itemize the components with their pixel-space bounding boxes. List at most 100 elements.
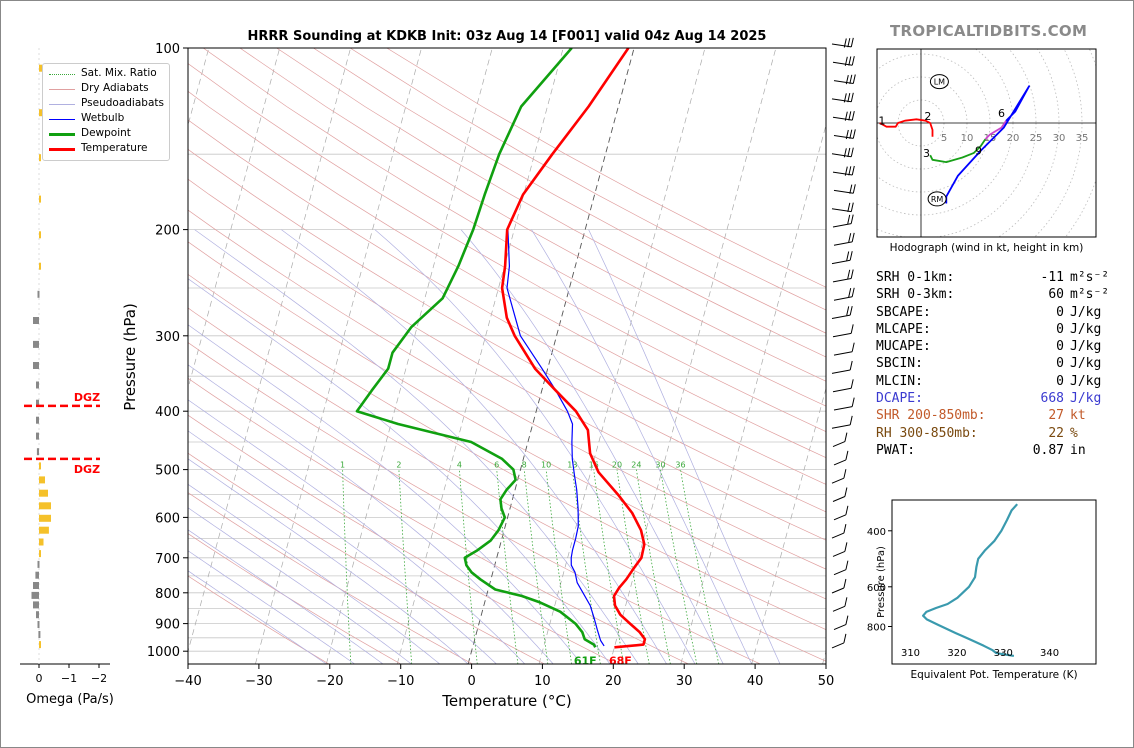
pseudoadiabat-line [460,229,724,664]
param-value: 0 [1056,356,1064,372]
wind-barb-flag [844,111,848,121]
dry-adiabat-line [202,48,826,407]
theta-x-tick-label: 340 [1040,648,1059,659]
param-sbcin: SBCIN: 0 J/kg [876,356,1106,373]
pseudoadiabat-line [588,229,781,664]
param-dcape: DCAPE: 668 J/kg [876,391,1106,408]
dry-adiabat-line [349,48,826,311]
wind-barb-flag [844,487,848,497]
omega-bar [39,476,45,484]
wind-barb-flag [850,379,854,389]
dry-adiabat-line [188,273,826,631]
omega-tick-label: −1 [61,672,77,685]
y-axis-label: Pressure (hPa) [121,303,139,411]
y-tick-label: 700 [155,552,180,567]
wind-barb-shaft [832,278,852,283]
param-label: DCAPE: [876,391,923,407]
hodo-ring-label: 30 [1053,133,1066,144]
pseudoadiabat-line [194,229,639,664]
param-shear: SHR 200-850mb: 27 kt [876,408,1106,425]
dry-adiabat-line [188,307,826,662]
omega-bar [37,290,40,298]
mixing-ratio-line [496,469,519,664]
isotherm-line [538,48,706,664]
wind-barb-flag [846,306,850,316]
dry-adiabat-line [188,119,826,485]
mixing-ratio-label: 4 [457,461,462,470]
theta-y-tick-label: 800 [867,623,886,634]
param-unit: m²s⁻² [1070,270,1110,285]
wind-barb-flag [849,305,853,316]
legend-label: Pseudoadiabats [81,97,164,109]
param-label: RH 300-850mb: [876,425,978,441]
wind-barb-flag [851,165,855,176]
skewt-plot-area: 1 2 4 6 8 10 13 16 20 24 30 36 [188,48,826,664]
temperature-profile [500,48,647,649]
wind-barb-flag [849,360,853,371]
param-label: SBCAPE: [876,304,931,320]
x-tick-label: 20 [605,674,622,689]
param-label: PWAT: [876,442,916,458]
wind-barb-flag [847,269,851,279]
mixing-ratio-line [545,469,573,664]
omega-bar [36,399,39,407]
wind-barb-shaft [831,477,845,484]
wind-barb-shaft [832,332,852,338]
legend-label: Dewpoint [81,127,131,139]
isotherm-line [188,48,281,390]
legend-label: Temperature [81,142,148,154]
pseudoadiabat-line [531,229,753,664]
wind-barb-flag [850,324,854,334]
mixing-ratio-line [398,469,413,664]
param-label: SBCIN: [876,356,923,372]
surface-temperature-label: 68F [609,654,632,667]
pseudoadiabat-line [188,507,412,664]
omega-axis-label: Omega (Pa/s) [26,692,114,707]
theta-x-tick-label: 320 [947,648,966,659]
hodo-trace [879,118,934,137]
isotherm-line [188,48,351,653]
dry-adiabat-line [188,452,545,664]
wind-barb-flag [847,147,851,158]
wind-barb-shaft [832,605,846,612]
pseudoadiabat-line [188,483,441,664]
hodo-ring-label: 10 [961,133,974,144]
x-tick-label: 10 [534,674,551,689]
omega-bar [39,64,42,72]
legend-swatch [49,148,75,151]
param-unit: J/kg [1070,321,1102,337]
wind-barb-flag [852,74,856,84]
x-tick-label: −10 [387,674,414,689]
hodo-height-label: 9 [975,145,982,158]
dry-adiabat-line [276,48,826,358]
wind-barb-flag [850,92,854,102]
y-tick-label: 100 [155,42,180,57]
omega-bar [39,502,51,510]
wind-barb-flag [843,93,847,103]
param-label: MLCIN: [876,373,923,389]
x-tick-label: 40 [747,674,764,689]
wind-barb-shaft [832,387,852,393]
param-value: 0 [1056,304,1064,320]
brand-logo: TROPICALTIDBITS.COM [890,22,1088,40]
wind-barb-shaft [831,424,851,429]
wind-barb-flag [851,287,855,297]
omega-bar [39,641,41,649]
y-tick-label: 900 [155,618,180,633]
hodo-ring-label: 15 [984,133,997,144]
wind-barb-flag [845,615,849,625]
y-tick-label: 600 [155,511,180,526]
mixing-ratio-label: 1 [340,461,345,470]
param-srh-3km: SRH 0-3km: 60 m²s⁻² [876,287,1109,304]
theta-y-axis-label: Pressure (hPa) [876,546,887,618]
y-tick-label: 500 [155,464,180,479]
param-mlcin: MLCIN: 0 J/kg [876,374,1106,391]
legend-label: Dry Adiabats [81,82,149,94]
surface-dewpoint-label: 61F [574,654,597,667]
wind-barb-flag [850,37,854,48]
mixing-ratio-label: 20 [612,461,622,470]
omega-bar [36,432,39,440]
mixing-ratio-label: 36 [675,461,685,470]
